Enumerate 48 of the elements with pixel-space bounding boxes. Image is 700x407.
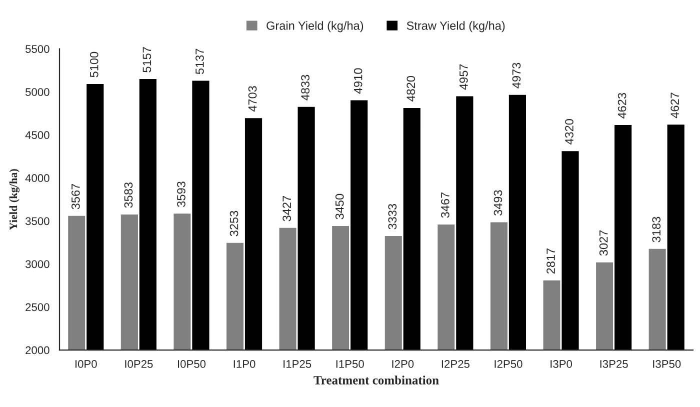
data-label: 3253 [230, 210, 238, 236]
y-tick-label: 5500 [26, 45, 50, 53]
y-tick-label: 2500 [26, 303, 50, 312]
y-tick-label: 2000 [26, 346, 50, 354]
x-tick-label: I2P0 [392, 360, 414, 368]
y-tick-label: 5000 [26, 88, 50, 96]
y-tick-label: 4000 [25, 174, 50, 182]
x-tick-label: I2P25 [442, 360, 470, 368]
data-label: 3427 [282, 196, 291, 222]
data-label: 5100 [90, 52, 98, 78]
data-label: 3593 [177, 182, 186, 207]
x-tick-label: I1P0 [234, 360, 256, 368]
y-tick-label: 4500 [25, 131, 50, 140]
data-label: 4320 [565, 119, 574, 145]
x-tick-label: I3P50 [653, 360, 681, 368]
data-label: 3333 [388, 204, 397, 230]
x-tick-label: I0P0 [75, 360, 97, 368]
data-label: 5157 [142, 47, 152, 72]
x-tick-label: I2P50 [494, 360, 522, 368]
y-axis-title: Yield (kg/ha) [9, 169, 20, 230]
data-label: 4820 [406, 76, 416, 102]
x-tick-label: I1P50 [336, 360, 364, 368]
data-label: 3567 [71, 184, 80, 210]
data-label: 4623 [618, 93, 626, 118]
x-tick-label: I0P25 [125, 360, 153, 368]
data-label: 4957 [459, 64, 468, 90]
data-label: 2817 [546, 248, 555, 274]
x-tick-label: I0P50 [178, 360, 206, 368]
x-tick-label: I3P25 [600, 360, 628, 368]
data-label: 4627 [670, 92, 680, 118]
data-label: 3467 [441, 192, 450, 218]
x-axis-title: Treatment combination [314, 376, 439, 384]
data-label: 5137 [196, 48, 204, 74]
y-tick-label: 3000 [25, 260, 50, 268]
data-label: 4973 [512, 62, 521, 88]
legend-label: Grain Yield (kg/ha) [266, 21, 364, 32]
x-tick-label: I1P25 [284, 360, 312, 368]
data-label: 3450 [335, 194, 344, 220]
data-label: 3583 [124, 182, 133, 208]
data-label: 3183 [652, 216, 661, 242]
data-label: 4703 [248, 86, 257, 112]
y-tick-label: 3500 [25, 217, 50, 226]
legend-label: Straw Yield (kg/ha) [406, 21, 505, 32]
x-tick-label: I3P0 [550, 360, 572, 368]
data-label: 4833 [301, 74, 310, 100]
data-label: 3493 [494, 190, 502, 216]
data-label: 3027 [599, 230, 608, 256]
data-label: 4910 [354, 68, 362, 94]
